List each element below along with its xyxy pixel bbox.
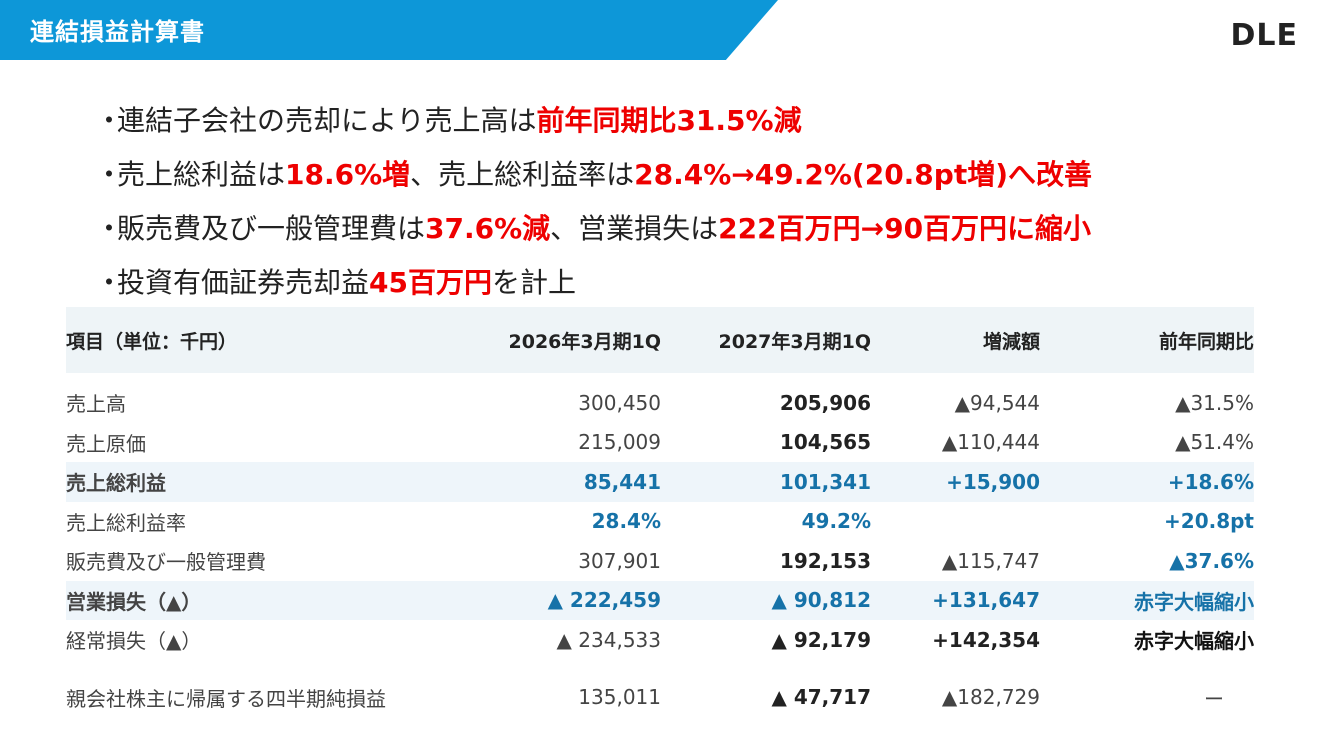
row-value [871, 502, 1040, 542]
company-logo: DLE [1230, 18, 1298, 53]
summary-bullet: ・連結子会社の売却により売上高は 前年同期比31.5%減 [95, 92, 1295, 146]
row-value: ▲110,444 [941, 430, 1040, 455]
row-value: +20.8pt [1164, 509, 1254, 534]
row-value: ▲ 222,459 [547, 588, 661, 613]
bullet-text: 投資有価証券売却益 [117, 266, 370, 299]
table-row: 売上総利益率 28.4% 49.2% +20.8pt [66, 502, 1254, 542]
row-value: 赤字大幅縮小 [1134, 589, 1254, 614]
row-value: 135,011 [578, 685, 661, 710]
row-value: ▲51.4% [1175, 430, 1254, 455]
row-label: 売上原価 [66, 431, 146, 456]
row-value: ▲ 92,179 [771, 627, 871, 652]
row-value: ▲94,544 [954, 390, 1040, 415]
bullet-text: を計上 [491, 266, 576, 299]
summary-bullet: ・投資有価証券売却益 45百万円 を計上 [95, 254, 1295, 308]
bullet-highlight: 37.6%減 [425, 212, 551, 245]
row-value: 307,901 [578, 548, 661, 573]
row-label: 販売費及び一般管理費 [66, 550, 266, 575]
row-value: +18.6% [1167, 469, 1254, 494]
row-label: 営業損失（▲） [66, 589, 202, 614]
title-banner [0, 0, 778, 60]
bullet-text: 、営業損失は [550, 212, 719, 245]
bullet-highlight: 18.6%増 [285, 158, 411, 191]
bullet-text: 売上総利益は [117, 158, 286, 191]
table-row: 親会社株主に帰属する四半期純損益 135,011 ▲ 47,717 ▲182,729 ー [66, 678, 1254, 718]
bullet-text: 連結子会社の売却により売上高は [117, 104, 537, 137]
row-value: ▲182,729 [941, 685, 1040, 710]
row-value: 赤字大幅縮小 [1134, 629, 1254, 654]
row-value: ▲37.6% [1169, 548, 1254, 573]
header-fy2027: 2027年3月期1Q [718, 330, 871, 353]
header-yoy: 前年同期比 [1158, 330, 1254, 353]
row-value: 28.4% [591, 509, 661, 534]
row-value: ▲31.5% [1175, 390, 1254, 415]
row-value: 215,009 [578, 430, 661, 455]
page-title: 連結損益計算書 [30, 18, 205, 46]
table-row: 経常損失（▲） ▲ 234,533 ▲ 92,179 +142,354 赤字大幅縮小 [66, 620, 1254, 660]
table-row: 売上原価 215,009 104,565 ▲110,444 ▲51.4% [66, 423, 1254, 463]
row-value: 192,153 [779, 548, 871, 573]
bullet-highlight: 45百万円 [369, 266, 492, 299]
bullet-highlight: 222百万円→90百万円に縮小 [718, 212, 1092, 245]
row-label: 売上総利益 [66, 471, 166, 496]
summary-bullets: ・連結子会社の売却により売上高は 前年同期比31.5%減・売上総利益は 18.6%増… [95, 92, 1295, 308]
row-value: +131,647 [932, 588, 1040, 613]
bullet-text: 販売費及び一般管理費は [117, 212, 426, 245]
row-value: 85,441 [583, 469, 661, 494]
table-header-row: 項目（単位：千円） 2026年3月期1Q 2027年3月期1Q 増減額 前年同期… [66, 307, 1254, 373]
bullet-marker: ・ [95, 266, 124, 299]
row-label: 売上高 [66, 392, 126, 417]
bullet-highlight: 28.4%→49.2%(20.8pt増)へ改善 [634, 158, 1093, 191]
bullet-marker: ・ [95, 212, 124, 245]
table-row: 売上総利益 85,441 101,341 +15,900 +18.6% [66, 462, 1254, 502]
row-label: 売上総利益率 [66, 510, 186, 535]
header-fy2026: 2026年3月期1Q [508, 330, 661, 353]
income-statement-table: 項目（単位：千円） 2026年3月期1Q 2027年3月期1Q 増減額 前年同期… [66, 307, 1254, 717]
row-value: ▲ 90,812 [771, 588, 871, 613]
table-row: 営業損失（▲） ▲ 222,459 ▲ 90,812 +131,647 赤字大幅縮小 [66, 580, 1254, 620]
row-label: 経常損失（▲） [66, 629, 202, 654]
summary-bullet: ・売上総利益は 18.6%増 、売上総利益率は 28.4%→49.2%(20.8pt増… [95, 146, 1295, 200]
row-value: 101,341 [779, 469, 871, 494]
row-value: +142,354 [932, 627, 1040, 652]
row-value: 300,450 [578, 390, 661, 415]
bullet-highlight: 前年同期比31.5%減 [536, 104, 802, 137]
row-label: 親会社株主に帰属する四半期純損益 [66, 686, 386, 711]
row-value: ー [1204, 686, 1224, 711]
bullet-marker: ・ [95, 158, 124, 191]
row-value: ▲115,747 [941, 548, 1040, 573]
table-row: 販売費及び一般管理費 307,901 192,153 ▲115,747 ▲37.6% [66, 541, 1254, 581]
row-value: 104,565 [779, 430, 871, 455]
row-value: 49.2% [801, 509, 871, 534]
table-row: 売上高 300,450 205,906 ▲94,544 ▲31.5% [66, 383, 1254, 423]
row-value: ▲ 234,533 [556, 627, 661, 652]
header-change: 増減額 [982, 330, 1040, 353]
header-item: 項目（単位：千円） [66, 330, 238, 353]
bullet-text: 、売上総利益率は [410, 158, 635, 191]
row-value: +15,900 [946, 469, 1040, 494]
bullet-marker: ・ [95, 104, 124, 137]
row-value: 205,906 [779, 390, 871, 415]
summary-bullet: ・販売費及び一般管理費は 37.6%減 、営業損失は 222百万円→90百万円に縮小 [95, 200, 1295, 254]
row-value: ▲ 47,717 [771, 685, 871, 710]
